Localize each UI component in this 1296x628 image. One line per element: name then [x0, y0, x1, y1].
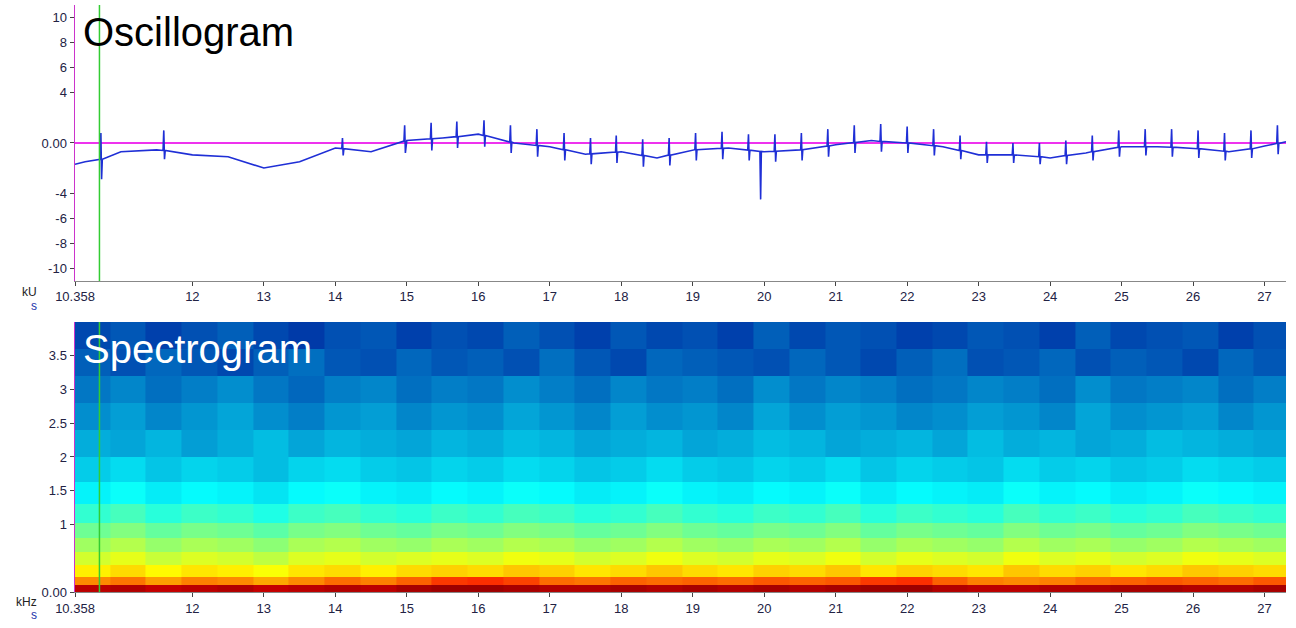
- svg-text:1.5: 1.5: [49, 483, 67, 498]
- svg-text:-4: -4: [55, 186, 67, 201]
- svg-text:-10: -10: [48, 261, 67, 276]
- svg-text:8: 8: [60, 35, 67, 50]
- svg-text:19: 19: [685, 601, 699, 616]
- svg-text:24: 24: [1043, 601, 1057, 616]
- svg-text:18: 18: [614, 289, 628, 304]
- svg-text:-8: -8: [55, 236, 67, 251]
- svg-text:20: 20: [757, 289, 771, 304]
- svg-text:3.5: 3.5: [49, 348, 67, 363]
- svg-text:s: s: [31, 608, 37, 622]
- svg-text:17: 17: [543, 601, 557, 616]
- svg-text:21: 21: [828, 289, 842, 304]
- svg-text:19: 19: [685, 289, 699, 304]
- svg-text:18: 18: [614, 601, 628, 616]
- svg-text:12: 12: [185, 601, 199, 616]
- svg-text:2: 2: [60, 450, 67, 465]
- svg-text:14: 14: [328, 601, 342, 616]
- svg-text:13: 13: [257, 601, 271, 616]
- svg-text:22: 22: [900, 601, 914, 616]
- svg-text:-6: -6: [55, 211, 67, 226]
- svg-text:15: 15: [400, 289, 414, 304]
- svg-text:10.358: 10.358: [55, 289, 95, 304]
- svg-text:16: 16: [471, 289, 485, 304]
- svg-text:13: 13: [257, 289, 271, 304]
- svg-text:15: 15: [400, 601, 414, 616]
- svg-text:s: s: [31, 299, 37, 313]
- svg-text:kU: kU: [22, 285, 37, 299]
- svg-text:Oscillogram: Oscillogram: [83, 10, 294, 54]
- svg-text:17: 17: [543, 289, 557, 304]
- svg-text:27: 27: [1257, 289, 1271, 304]
- svg-text:10: 10: [52, 10, 66, 25]
- svg-text:26: 26: [1186, 289, 1200, 304]
- svg-text:kHz: kHz: [16, 595, 37, 609]
- svg-text:3: 3: [60, 382, 67, 397]
- svg-text:14: 14: [328, 289, 342, 304]
- svg-text:26: 26: [1186, 601, 1200, 616]
- svg-text:23: 23: [971, 289, 985, 304]
- svg-text:24: 24: [1043, 289, 1057, 304]
- svg-text:6: 6: [60, 60, 67, 75]
- svg-text:25: 25: [1114, 601, 1128, 616]
- svg-text:0.00: 0.00: [42, 585, 67, 600]
- svg-text:Spectrogram: Spectrogram: [83, 327, 312, 371]
- svg-text:16: 16: [471, 601, 485, 616]
- svg-text:1: 1: [60, 517, 67, 532]
- svg-text:22: 22: [900, 289, 914, 304]
- svg-text:20: 20: [757, 601, 771, 616]
- svg-text:10.358: 10.358: [55, 601, 95, 616]
- svg-text:2.5: 2.5: [49, 416, 67, 431]
- svg-text:23: 23: [971, 601, 985, 616]
- svg-text:27: 27: [1257, 601, 1271, 616]
- svg-text:25: 25: [1114, 289, 1128, 304]
- svg-text:0.00: 0.00: [42, 136, 67, 151]
- svg-text:12: 12: [185, 289, 199, 304]
- svg-text:4: 4: [60, 85, 67, 100]
- svg-text:21: 21: [828, 601, 842, 616]
